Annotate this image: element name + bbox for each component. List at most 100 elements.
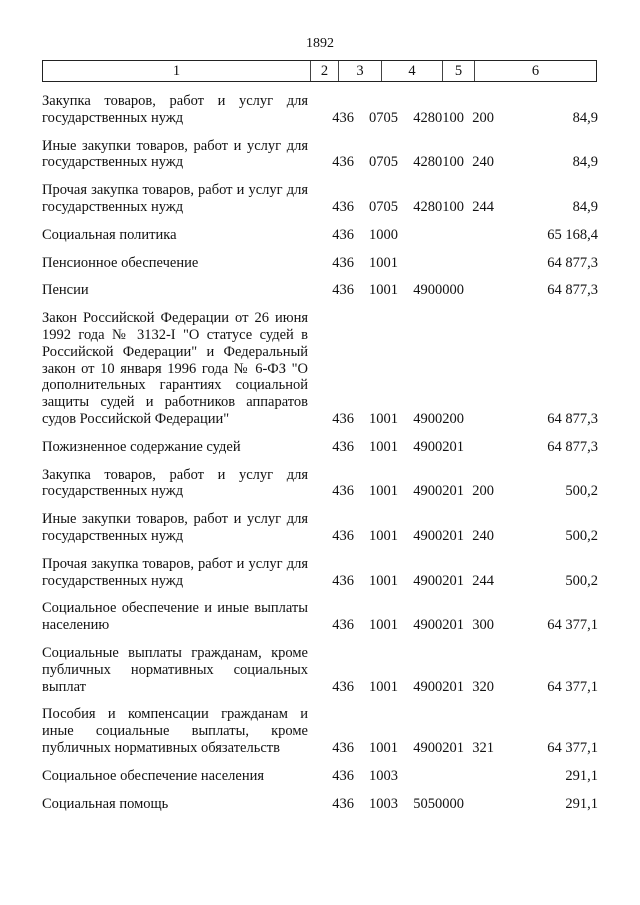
cell-col-6: 64 377,1 <box>547 617 598 634</box>
table-row: Закон Российской Федерации от 26 июня 19… <box>42 310 598 428</box>
row-label: Иные закупки товаров, работ и услуг для … <box>42 137 308 171</box>
cell-col-2: 436 <box>332 617 354 634</box>
row-label: Социальное обеспечение и иные выплаты на… <box>42 600 308 634</box>
cell-col-3: 1001 <box>369 254 398 271</box>
cell-col-2: 436 <box>332 198 354 215</box>
cell-col-5: 240 <box>472 154 494 171</box>
cell-col-6: 500,2 <box>565 527 598 544</box>
cell-col-6: 64 877,3 <box>547 254 598 271</box>
cell-col-2: 436 <box>332 438 354 455</box>
cell-col-6: 500,2 <box>565 483 598 500</box>
cell-col-2: 436 <box>332 254 354 271</box>
cell-col-2: 436 <box>332 109 354 126</box>
header-col-6: 6 <box>531 63 540 79</box>
cell-col-6: 64 877,3 <box>547 282 598 299</box>
cell-col-3: 1000 <box>369 226 398 243</box>
cell-col-3: 1001 <box>369 678 398 695</box>
cell-col-4: 4900200 <box>413 410 464 427</box>
cell-col-2: 436 <box>332 410 354 427</box>
table-row: Социальные выплаты гражданам, кроме публ… <box>42 645 598 695</box>
cell-col-2: 436 <box>332 154 354 171</box>
table-row: Закупка товаров, работ и услуг для госуд… <box>42 467 598 501</box>
cell-col-6: 84,9 <box>572 154 598 171</box>
cell-col-3: 1003 <box>369 767 398 784</box>
header-col-3: 3 <box>339 61 382 81</box>
cell-col-4: 4900201 <box>413 527 464 544</box>
table-row: Социальное обеспечение и иные выплаты на… <box>42 600 598 634</box>
cell-col-3: 1001 <box>369 282 398 299</box>
table-row: Иные закупки товаров, работ и услуг для … <box>42 138 598 172</box>
cell-col-5: 321 <box>472 739 494 756</box>
row-label: Социальная помощь <box>42 795 169 812</box>
header-col-1: 1 <box>43 61 311 81</box>
row-label: Пожизненное содержание судей <box>42 438 241 455</box>
header-col-4: 4 <box>382 61 443 81</box>
cell-col-4: 5050000 <box>413 795 464 812</box>
cell-col-3: 1001 <box>369 438 398 455</box>
cell-col-6: 64 377,1 <box>547 678 598 695</box>
row-label: Закон Российской Федерации от 26 июня 19… <box>42 310 308 427</box>
table-row: Социальное обеспечение населения 436 1003 2… <box>42 768 598 785</box>
cell-col-3: 1001 <box>369 572 398 589</box>
header-col-5: 5 <box>443 61 475 81</box>
table-row: Социальная помощь 436 1003 5050000 291,1 <box>42 796 598 813</box>
row-label: Прочая закупка товаров, работ и услуг дл… <box>42 555 308 589</box>
table-row: Социальная политика 436 1000 65 168,4 <box>42 227 598 244</box>
cell-col-4: 4900201 <box>413 617 464 634</box>
cell-col-3: 0705 <box>369 198 398 215</box>
cell-col-4: 4280100 <box>413 198 464 215</box>
cell-col-4: 4900201 <box>413 438 464 455</box>
table-header: 1 2 3 4 5 6 <box>42 60 597 82</box>
cell-col-4: 4900201 <box>413 739 464 756</box>
cell-col-3: 1001 <box>369 739 398 756</box>
cell-col-3: 0705 <box>369 109 398 126</box>
cell-col-5: 240 <box>472 527 494 544</box>
table-row: Пенсионное обеспечение 436 1001 64 877,3 <box>42 255 598 272</box>
table-row: Иные закупки товаров, работ и услуг для … <box>42 511 598 545</box>
cell-col-6: 291,1 <box>565 767 598 784</box>
cell-col-2: 436 <box>332 572 354 589</box>
cell-col-6: 65 168,4 <box>547 226 598 243</box>
cell-col-3: 1001 <box>369 527 398 544</box>
cell-col-2: 436 <box>332 483 354 500</box>
header-col-2: 2 <box>311 61 339 81</box>
row-label: Пенсионное обеспечение <box>42 254 199 271</box>
cell-col-5: 200 <box>472 109 494 126</box>
cell-col-5: 244 <box>472 198 494 215</box>
page-number: 1892 <box>306 36 334 51</box>
cell-col-4: 4900201 <box>413 572 464 589</box>
cell-col-6: 84,9 <box>572 109 598 126</box>
row-label: Социальные выплаты гражданам, кроме публ… <box>42 644 308 695</box>
row-label: Иные закупки товаров, работ и услуг для … <box>42 511 308 544</box>
cell-col-2: 436 <box>332 226 354 243</box>
cell-col-6: 64 377,1 <box>547 739 598 756</box>
row-label: Прочая закупка товаров, работ и услуг дл… <box>42 182 308 215</box>
cell-col-2: 436 <box>332 282 354 299</box>
table-row: Прочая закупка товаров, работ и услуг дл… <box>42 556 598 590</box>
table-row: Пенсии 436 1001 4900000 64 877,3 <box>42 282 598 299</box>
cell-col-3: 1001 <box>369 410 398 427</box>
table-row: Пожизненное содержание судей 436 1001 49002… <box>42 439 598 456</box>
cell-col-3: 1001 <box>369 617 398 634</box>
cell-col-5: 320 <box>472 678 494 695</box>
cell-col-2: 436 <box>332 739 354 756</box>
cell-col-4: 4900000 <box>413 282 464 299</box>
row-label: Социальная политика <box>42 226 177 243</box>
cell-col-6: 64 877,3 <box>547 438 598 455</box>
cell-col-4: 4900201 <box>413 678 464 695</box>
row-label: Закупка товаров, работ и услуг для госуд… <box>42 93 308 126</box>
cell-col-4: 4280100 <box>413 109 464 126</box>
cell-col-2: 436 <box>332 767 354 784</box>
row-label: Закупка товаров, работ и услуг для госуд… <box>42 466 308 500</box>
cell-col-5: 300 <box>472 617 494 634</box>
cell-col-6: 64 877,3 <box>547 410 598 427</box>
cell-col-2: 436 <box>332 795 354 812</box>
cell-col-3: 1003 <box>369 795 398 812</box>
table-row: Прочая закупка товаров, работ и услуг дл… <box>42 182 598 216</box>
cell-col-6: 500,2 <box>565 572 598 589</box>
row-label: Пенсии <box>42 282 89 299</box>
cell-col-6: 84,9 <box>572 198 598 215</box>
cell-col-2: 436 <box>332 678 354 695</box>
table-body: Закупка товаров, работ и услуг для госуд… <box>42 82 598 812</box>
table-row: Пособия и компенсации гражданам и иные с… <box>42 706 598 756</box>
